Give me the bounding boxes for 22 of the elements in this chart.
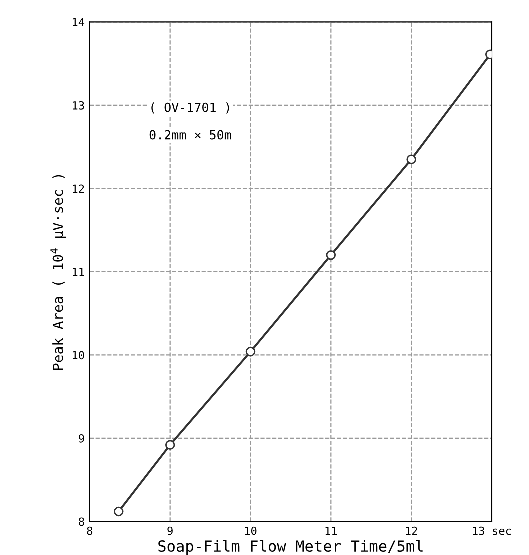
x-axis-title: Soap-Film Flow Meter Time/5ml xyxy=(158,540,423,555)
annotation: ( OV-1701 ) xyxy=(152,102,230,114)
y-tick-label: 9 xyxy=(79,434,84,443)
annotation: 0.2mm × 50m xyxy=(150,130,232,140)
y-axis-title: Peak Area ( 10$^{4}$ μV·sec ) xyxy=(50,175,66,370)
x-tick-label: 11 xyxy=(326,526,338,536)
x-tick-label: 8 xyxy=(87,526,93,536)
point xyxy=(406,154,416,164)
point xyxy=(165,440,176,450)
y-tick-label: 10 xyxy=(73,351,84,360)
y-tick-label: 13 xyxy=(73,101,84,110)
point xyxy=(114,506,124,517)
x-tick-label: 10 xyxy=(245,526,257,536)
y-tick-label: 11 xyxy=(73,268,84,276)
y-tick-label: 14 xyxy=(73,18,85,26)
point xyxy=(326,250,336,260)
x-tick-label: 9 xyxy=(168,526,173,536)
point xyxy=(246,347,256,357)
x-tick-label: 12 xyxy=(406,526,418,536)
y-tick-label: 8 xyxy=(79,518,84,526)
y-tick-label: 12 xyxy=(73,184,84,193)
x-tick-label: 13 sec xyxy=(473,526,512,536)
